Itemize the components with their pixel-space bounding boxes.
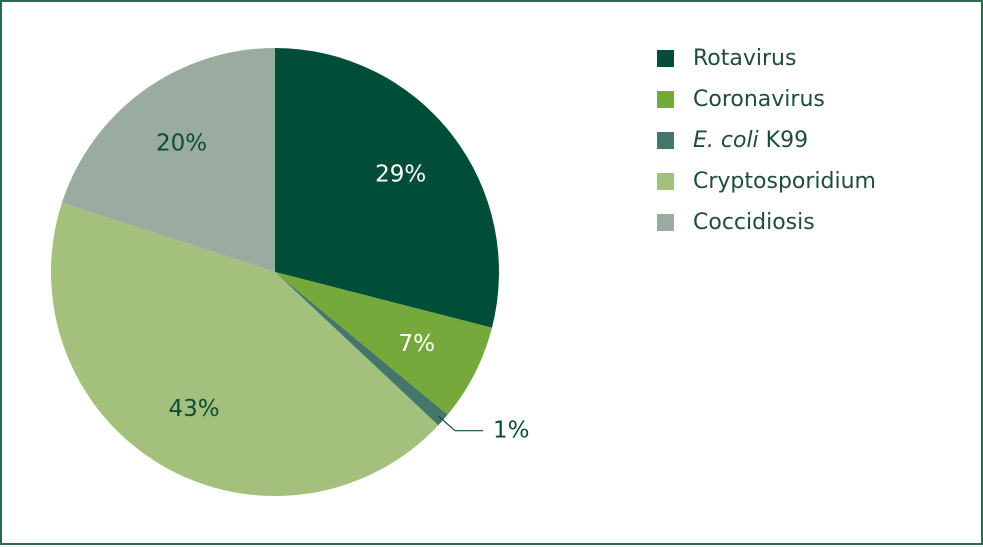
- legend-label: Coronavirus: [693, 87, 825, 112]
- legend-swatch: [657, 173, 674, 190]
- legend-label: E. coli K99: [693, 128, 809, 153]
- slice-label: 7%: [398, 331, 435, 357]
- legend-label: Coccidiosis: [693, 210, 815, 235]
- pie-slice-e-coli-k99: [275, 272, 448, 426]
- legend-item-coccidiosis: Coccidiosis: [657, 202, 876, 243]
- legend: Rotavirus Coronavirus E. coli K99 Crypto…: [657, 38, 876, 243]
- legend-swatch: [657, 91, 674, 108]
- pie-slice-cryptosporidium: [50, 202, 439, 497]
- slice-label: 1%: [493, 418, 530, 444]
- slice-label: 20%: [156, 130, 207, 156]
- pie-slice-coccidiosis: [61, 47, 276, 273]
- legend-swatch: [657, 214, 674, 231]
- legend-swatch: [657, 50, 674, 67]
- legend-item-e-coli-k99: E. coli K99: [657, 120, 876, 161]
- slice-label: 29%: [375, 162, 426, 188]
- slice-labels: 29% 7% 1% 43% 20%: [156, 130, 530, 443]
- leader-lines: [438, 415, 483, 432]
- legend-label: Cryptosporidium: [693, 169, 876, 194]
- slice-label: 43%: [168, 396, 219, 422]
- legend-label: Rotavirus: [693, 46, 797, 71]
- legend-item-cryptosporidium: Cryptosporidium: [657, 161, 876, 202]
- pie-slice-rotavirus: [275, 48, 499, 328]
- pie-slices: [50, 47, 499, 497]
- leader-line: [438, 415, 483, 432]
- legend-swatch: [657, 132, 674, 149]
- legend-item-coronavirus: Coronavirus: [657, 79, 876, 120]
- legend-item-rotavirus: Rotavirus: [657, 38, 876, 79]
- pie-slice-coronavirus: [275, 272, 492, 415]
